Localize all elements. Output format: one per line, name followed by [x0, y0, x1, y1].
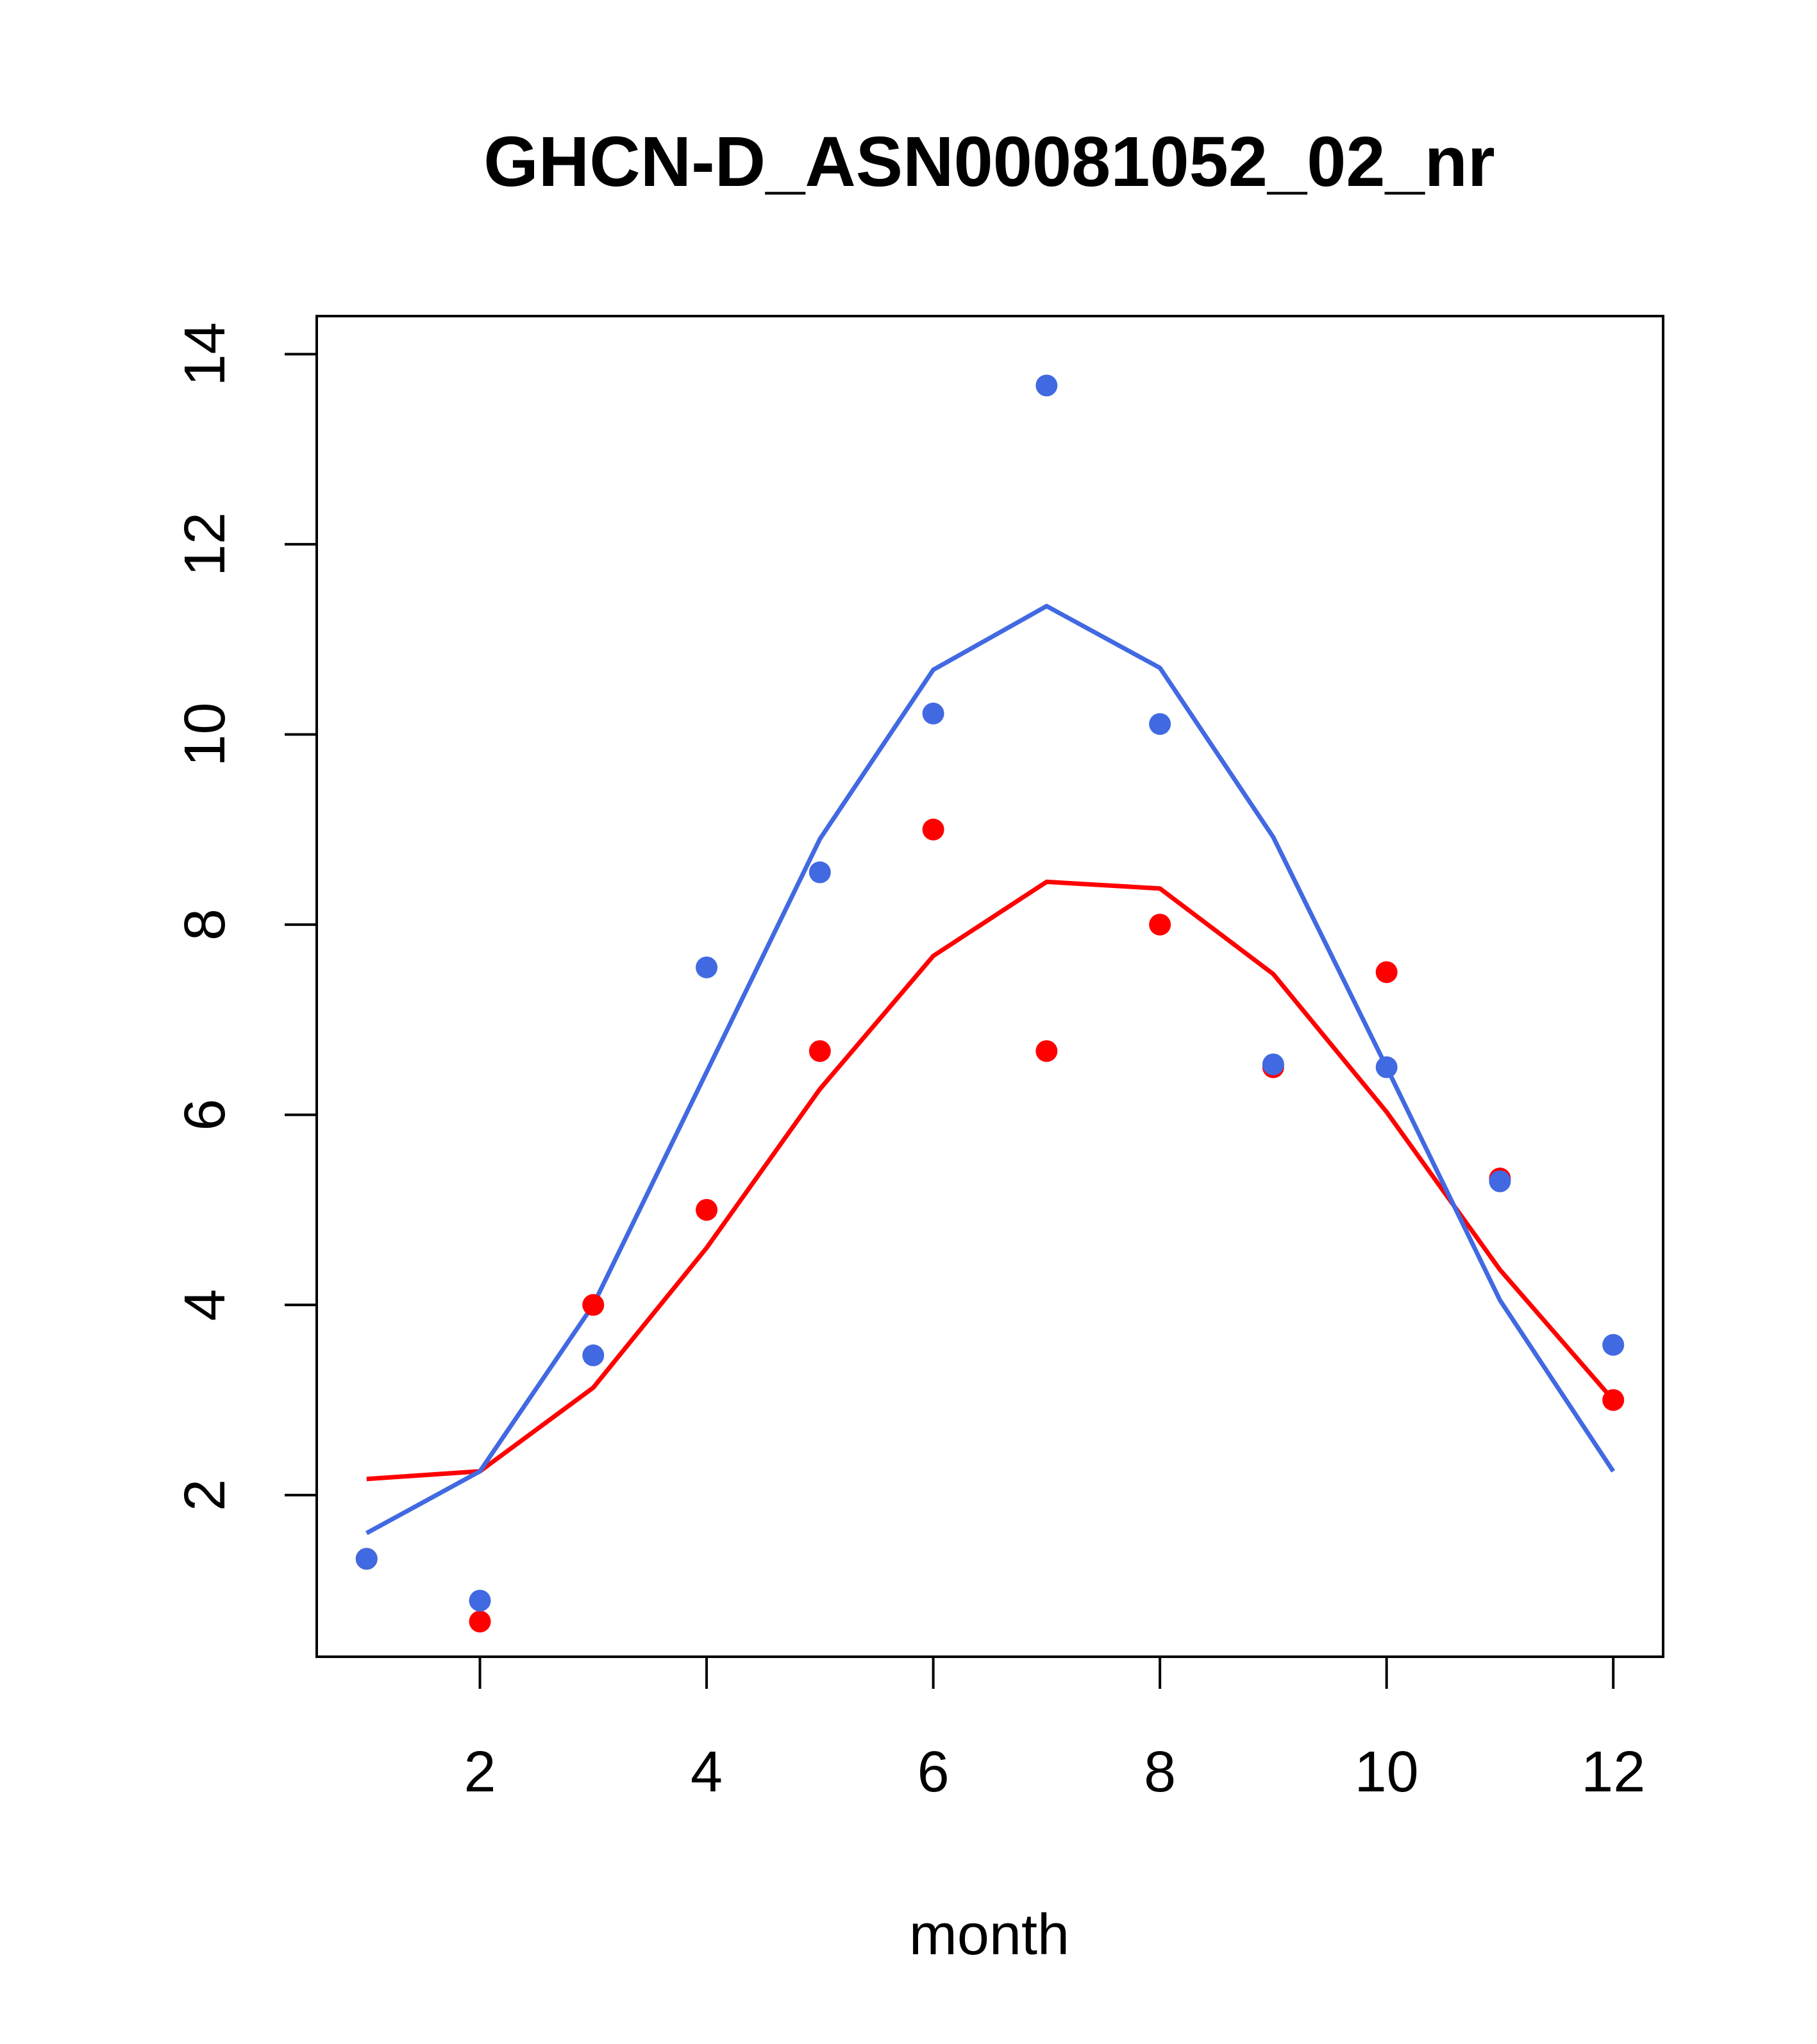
x-tick-label: 6 [917, 1740, 950, 1804]
series-2-point [1489, 1170, 1511, 1193]
series-2-point [469, 1589, 491, 1612]
series-1-point [1035, 1040, 1058, 1062]
x-axis: 2 4 6 8 10 12 [464, 1655, 1645, 1804]
series-1-point [1602, 1389, 1625, 1411]
y-tick-label: 4 [173, 1289, 237, 1321]
series-2-point [1602, 1334, 1625, 1356]
series-1-point [696, 1199, 718, 1221]
series-2-point [1035, 374, 1058, 397]
series-2-point [922, 702, 944, 725]
y-tick-label: 2 [173, 1479, 237, 1511]
series-2-line [365, 603, 1616, 1536]
series-2-point [1262, 1053, 1284, 1076]
x-tick-label: 10 [1355, 1740, 1419, 1804]
x-tick-label: 2 [464, 1740, 496, 1804]
series-1-point [582, 1294, 605, 1316]
series-2-point [696, 956, 718, 978]
y-tick-label: 8 [173, 909, 237, 941]
series-2-point [808, 861, 831, 884]
series-1-point [922, 818, 944, 841]
series-1-line [366, 879, 1615, 1482]
x-tick-label: 8 [1144, 1740, 1176, 1804]
series-2-point [1149, 713, 1171, 735]
plot-area [355, 374, 1625, 1633]
series-1-point [469, 1611, 491, 1633]
series-2-point [355, 1548, 378, 1570]
y-axis: 2 4 6 8 10 12 14 [173, 322, 318, 1511]
series-2-point [1375, 1056, 1398, 1078]
x-tick-label: 4 [691, 1740, 723, 1804]
series-1-point [808, 1040, 831, 1062]
series-1-point [1149, 914, 1171, 936]
y-tick-label: 12 [173, 512, 237, 576]
x-tick-label: 12 [1581, 1740, 1645, 1804]
y-tick-label: 10 [173, 702, 237, 766]
series-1-point [1375, 961, 1398, 984]
y-tick-label: 6 [173, 1099, 237, 1131]
series-2-point [582, 1344, 605, 1366]
y-tick-label: 14 [173, 322, 237, 386]
chart-title: GHCN-D_ASN00081052_02_nr [483, 122, 1495, 201]
plot-frame [315, 315, 1664, 1658]
x-axis-label: month [909, 1903, 1069, 1967]
